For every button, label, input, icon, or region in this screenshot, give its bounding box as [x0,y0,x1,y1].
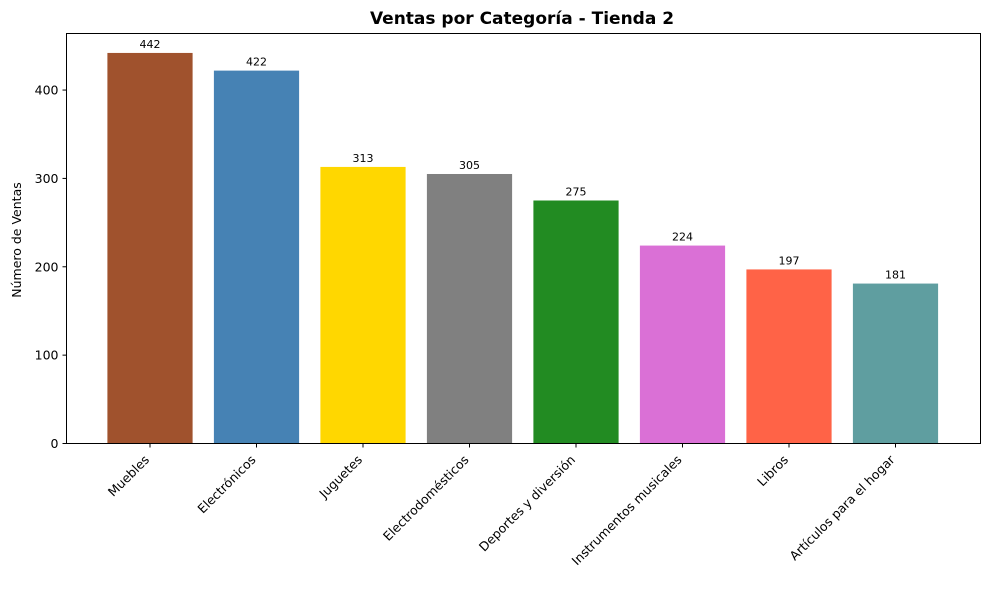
bar [746,269,832,444]
bar [107,52,193,444]
bar [852,283,939,444]
x-tick-label: Deportes y diversión [476,452,578,554]
bar [639,245,726,444]
chart-title: Ventas por Categoría - Tienda 2 [370,9,674,29]
plot-area: 0 100 200 300 400 442 Muebles 422 Electrónicos 31… [35,38,939,568]
y-tick-label: 400 [35,83,59,98]
y-tick-label: 0 [51,436,59,451]
x-tick-label: Electrónicos [194,452,258,516]
data-label: 422 [246,56,267,69]
y-tick-label: 300 [35,171,59,186]
data-label: 224 [672,231,693,244]
data-label: 305 [459,159,480,172]
bar [426,173,513,444]
data-label: 197 [779,254,800,267]
data-label: 313 [353,152,374,165]
x-tick-label: Instrumentos musicales [569,452,685,568]
x-tick-label: Electrodomésticos [380,452,472,544]
data-label: 181 [885,269,906,282]
y-axis-label: Número de Ventas [9,182,24,298]
y-tick-label: 100 [35,348,59,363]
x-tick-label: Libros [754,452,791,489]
plot-frame [66,33,981,444]
data-label: 442 [140,38,161,51]
bar [213,70,300,444]
data-label: 275 [566,186,587,199]
x-tick-label: Artículos para el hogar [786,451,898,563]
bar [533,200,619,444]
x-tick-label: Muebles [105,452,152,499]
x-tick-label: Juguetes [315,452,365,502]
y-tick-label: 200 [35,259,59,274]
bar [320,166,406,444]
